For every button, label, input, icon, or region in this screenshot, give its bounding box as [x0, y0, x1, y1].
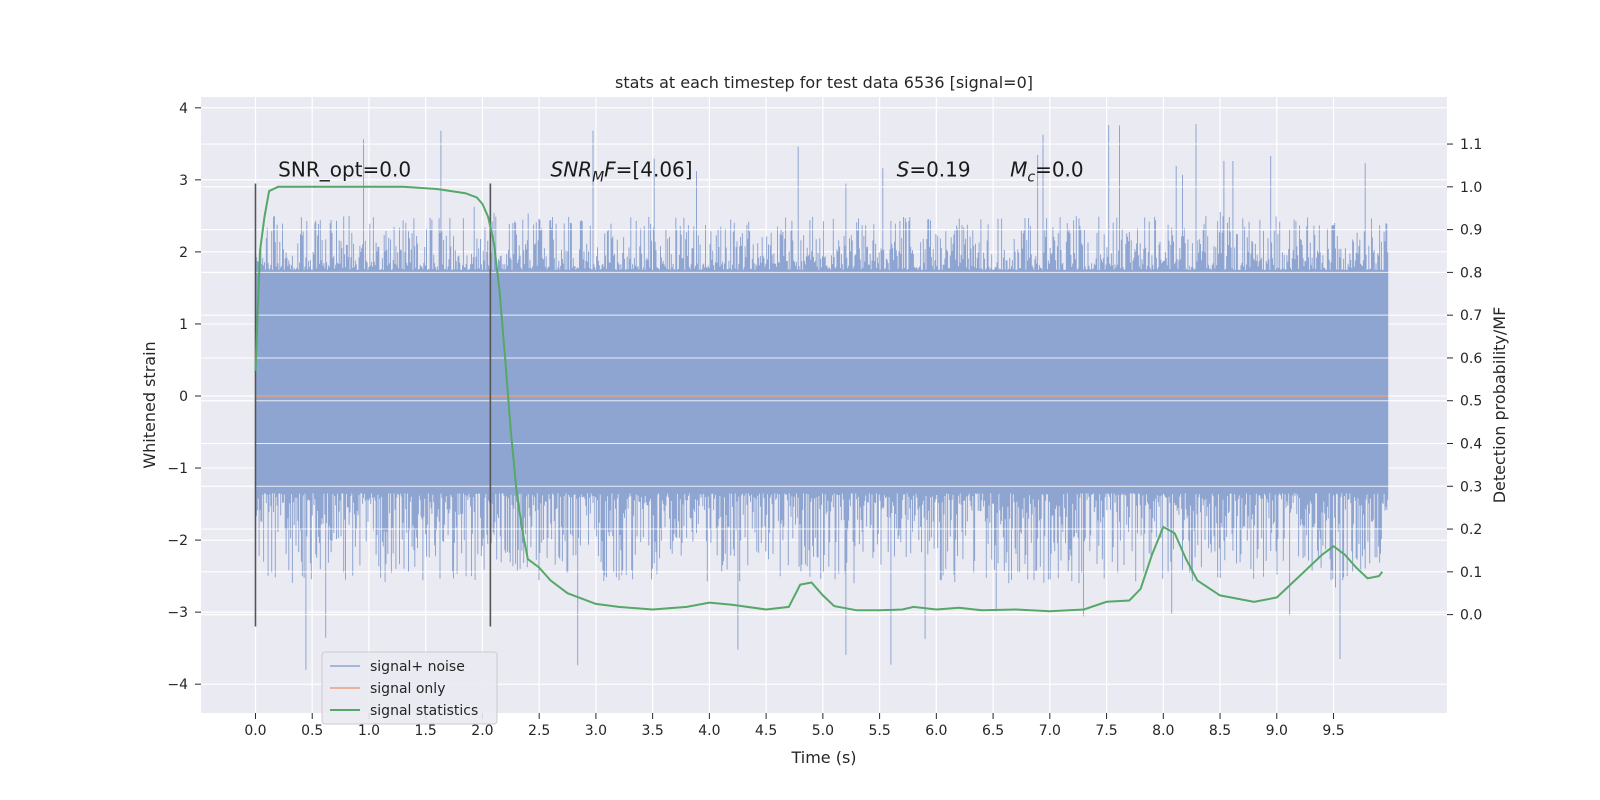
- y-tick-label-right: 0.6: [1460, 351, 1482, 367]
- legend-label: signal statistics: [370, 703, 478, 719]
- y-tick-label-left: −4: [167, 677, 188, 693]
- y-tick-label-left: 0: [179, 389, 188, 405]
- x-tick-label: 8.0: [1152, 723, 1174, 739]
- annotation-text: S=0.19: [897, 157, 971, 181]
- y-tick-label-left: −2: [167, 533, 188, 549]
- y-tick-label-left: 3: [179, 173, 188, 189]
- y-tick-label-right: 0.1: [1460, 565, 1482, 581]
- x-tick-label: 1.0: [358, 723, 380, 739]
- annotation-text: SNRMF=[4.06]: [551, 157, 693, 185]
- y-axis-title-right: Detection probability/MF: [1490, 307, 1509, 504]
- x-tick-label: 6.0: [925, 723, 947, 739]
- y-tick-label-left: 4: [179, 101, 188, 117]
- y-tick-label-right: 0.4: [1460, 437, 1482, 453]
- x-tick-label: 4.0: [698, 723, 720, 739]
- x-tick-label: 1.5: [415, 723, 437, 739]
- y-tick-label-left: 1: [179, 317, 188, 333]
- chart-title: stats at each timestep for test data 653…: [615, 73, 1033, 92]
- y-tick-label-right: 0.2: [1460, 522, 1482, 538]
- y-tick-label-right: 0.5: [1460, 394, 1482, 410]
- x-tick-label: 4.5: [755, 723, 777, 739]
- y-tick-label-left: −1: [167, 461, 188, 477]
- x-axis-title: Time (s): [790, 748, 856, 767]
- y-tick-label-left: 2: [179, 245, 188, 261]
- y-tick-label-right: 0.9: [1460, 223, 1482, 239]
- x-tick-label: 6.5: [982, 723, 1004, 739]
- x-tick-label: 2.5: [528, 723, 550, 739]
- legend-box: [321, 651, 498, 725]
- x-tick-label: 0.5: [301, 723, 323, 739]
- x-tick-label: 7.5: [1095, 723, 1117, 739]
- x-tick-label: 7.0: [1039, 723, 1061, 739]
- x-tick-label: 5.5: [868, 723, 890, 739]
- x-tick-label: 8.5: [1209, 723, 1231, 739]
- y-axis-title-left: Whitened strain: [140, 341, 159, 468]
- y-tick-label-right: 1.0: [1460, 180, 1482, 196]
- y-tick-label-right: 0.0: [1460, 608, 1482, 624]
- y-tick-label-right: 0.7: [1460, 308, 1482, 324]
- legend-label: signal+ noise: [370, 659, 465, 675]
- signal-statistics-line: [254, 185, 1384, 613]
- legend-label: signal only: [370, 681, 445, 697]
- y-tick-label-right: 0.3: [1460, 479, 1482, 495]
- x-tick-label: 3.5: [642, 723, 664, 739]
- annotation-text: SNR_opt=0.0: [278, 157, 411, 181]
- y-tick-label-left: −3: [167, 605, 188, 621]
- y-tick-label-right: 0.8: [1460, 265, 1482, 281]
- x-tick-label: 0.0: [244, 723, 266, 739]
- y-tick-label-right: 1.1: [1460, 137, 1482, 153]
- x-tick-label: 2.0: [471, 723, 493, 739]
- x-tick-label: 5.0: [812, 723, 834, 739]
- annotation-text: Mc=0.0: [1010, 157, 1084, 185]
- x-tick-label: 9.5: [1322, 723, 1344, 739]
- x-tick-label: 9.0: [1266, 723, 1288, 739]
- x-tick-label: 3.0: [585, 723, 607, 739]
